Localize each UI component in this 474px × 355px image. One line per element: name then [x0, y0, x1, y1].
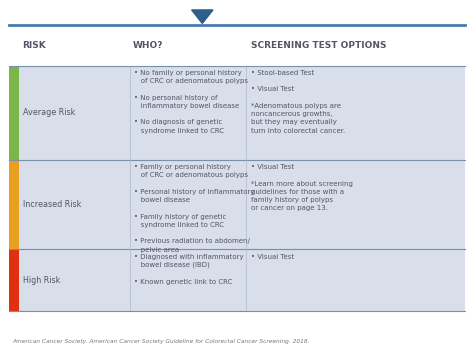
Text: Average Risk: Average Risk: [23, 108, 76, 118]
Text: • Diagnosed with inflammatory
   bowel disease (IBD)

• Known genetic link to CR: • Diagnosed with inflammatory bowel dise…: [134, 253, 244, 285]
Text: RISK: RISK: [22, 41, 46, 50]
Text: Increased Risk: Increased Risk: [23, 200, 82, 209]
Text: • Visual Test

*Learn more about screening
guidelines for those with a
family hi: • Visual Test *Learn more about screenin…: [251, 164, 353, 212]
Bar: [9, 249, 19, 311]
Bar: [9, 249, 465, 311]
Text: WHO?: WHO?: [132, 41, 163, 50]
Bar: [9, 66, 19, 160]
Text: • Visual Test: • Visual Test: [251, 253, 294, 260]
Text: American Cancer Society. American Cancer Society Guideline for Colorectal Cancer: American Cancer Society. American Cancer…: [12, 339, 310, 344]
Bar: [9, 160, 465, 249]
Text: • Family or personal history
   of CRC or adenomatous polyps

• Personal history: • Family or personal history of CRC or a…: [134, 164, 255, 253]
Text: • Stool-based Test

• Visual Test

*Adenomatous polyps are
noncancerous growths,: • Stool-based Test • Visual Test *Adenom…: [251, 70, 345, 134]
Text: SCREENING TEST OPTIONS: SCREENING TEST OPTIONS: [251, 41, 386, 50]
Text: High Risk: High Risk: [23, 275, 61, 284]
Polygon shape: [191, 10, 213, 23]
Text: • No family or personal history
   of CRC or adenomatous polyps

• No personal h: • No family or personal history of CRC o…: [134, 70, 248, 134]
Bar: [9, 66, 465, 160]
Bar: [9, 160, 19, 249]
